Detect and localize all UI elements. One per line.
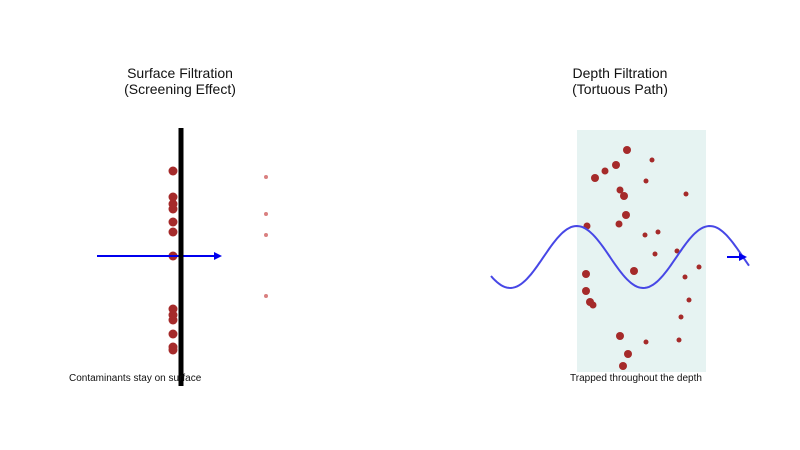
trapped-particle	[616, 332, 624, 340]
trapped-particle	[168, 192, 178, 202]
trapped-particle	[683, 191, 689, 197]
tortuous-flow-path	[490, 224, 750, 290]
trapped-particle	[589, 301, 597, 309]
passed-particle	[264, 175, 268, 179]
trapped-particle	[168, 345, 178, 355]
surface-particles	[168, 166, 178, 355]
depth-filter-medium	[577, 130, 706, 372]
trapped-particle	[623, 146, 631, 154]
depth-title-line2: (Tortuous Path)	[572, 81, 668, 97]
trapped-particle	[643, 339, 649, 345]
trapped-particle	[582, 287, 590, 295]
trapped-particle	[696, 264, 702, 270]
depth-title-line1: Depth Filtration	[572, 65, 668, 81]
trapped-particle	[168, 217, 178, 227]
trapped-particle	[601, 167, 609, 175]
trapped-particle	[616, 186, 624, 194]
passed-particle	[264, 233, 268, 237]
surface-filtration-title: Surface Filtration (Screening Effect)	[90, 65, 270, 97]
surface-title-line1: Surface Filtration	[127, 65, 233, 81]
trapped-particle	[678, 314, 684, 320]
trapped-particle	[676, 337, 682, 343]
depth-filtration-diagram	[490, 130, 750, 372]
trapped-particle	[620, 192, 628, 200]
trapped-particle	[643, 178, 649, 184]
trapped-particle	[615, 220, 623, 228]
trapped-particle	[655, 229, 661, 235]
surface-caption: Contaminants stay on surface	[69, 373, 202, 384]
passed-particle	[264, 294, 268, 298]
depth-caption: Trapped throughout the depth	[570, 373, 702, 384]
trapped-particle	[168, 329, 178, 339]
surface-filtration-diagram	[97, 128, 268, 386]
trapped-particle	[168, 204, 178, 214]
depth-filtration-title: Depth Filtration (Tortuous Path)	[530, 65, 710, 97]
trapped-particle	[168, 166, 178, 176]
trapped-particle	[642, 232, 648, 238]
trapped-particle	[582, 270, 590, 278]
trapped-particle	[630, 267, 638, 275]
passed-particles	[264, 175, 268, 298]
trapped-particle	[591, 174, 599, 182]
trapped-particle	[624, 350, 632, 358]
surface-title-line2: (Screening Effect)	[124, 81, 236, 97]
trapped-particle	[674, 248, 680, 254]
passed-particle	[264, 212, 268, 216]
trapped-particle	[682, 274, 688, 280]
trapped-particle	[652, 251, 658, 257]
trapped-particle	[168, 227, 178, 237]
trapped-particle	[686, 297, 692, 303]
trapped-particle	[619, 362, 627, 370]
trapped-particle	[622, 211, 630, 219]
trapped-particle	[649, 157, 655, 163]
depth-particles	[582, 146, 702, 370]
trapped-particle	[168, 315, 178, 325]
trapped-particle	[612, 161, 620, 169]
